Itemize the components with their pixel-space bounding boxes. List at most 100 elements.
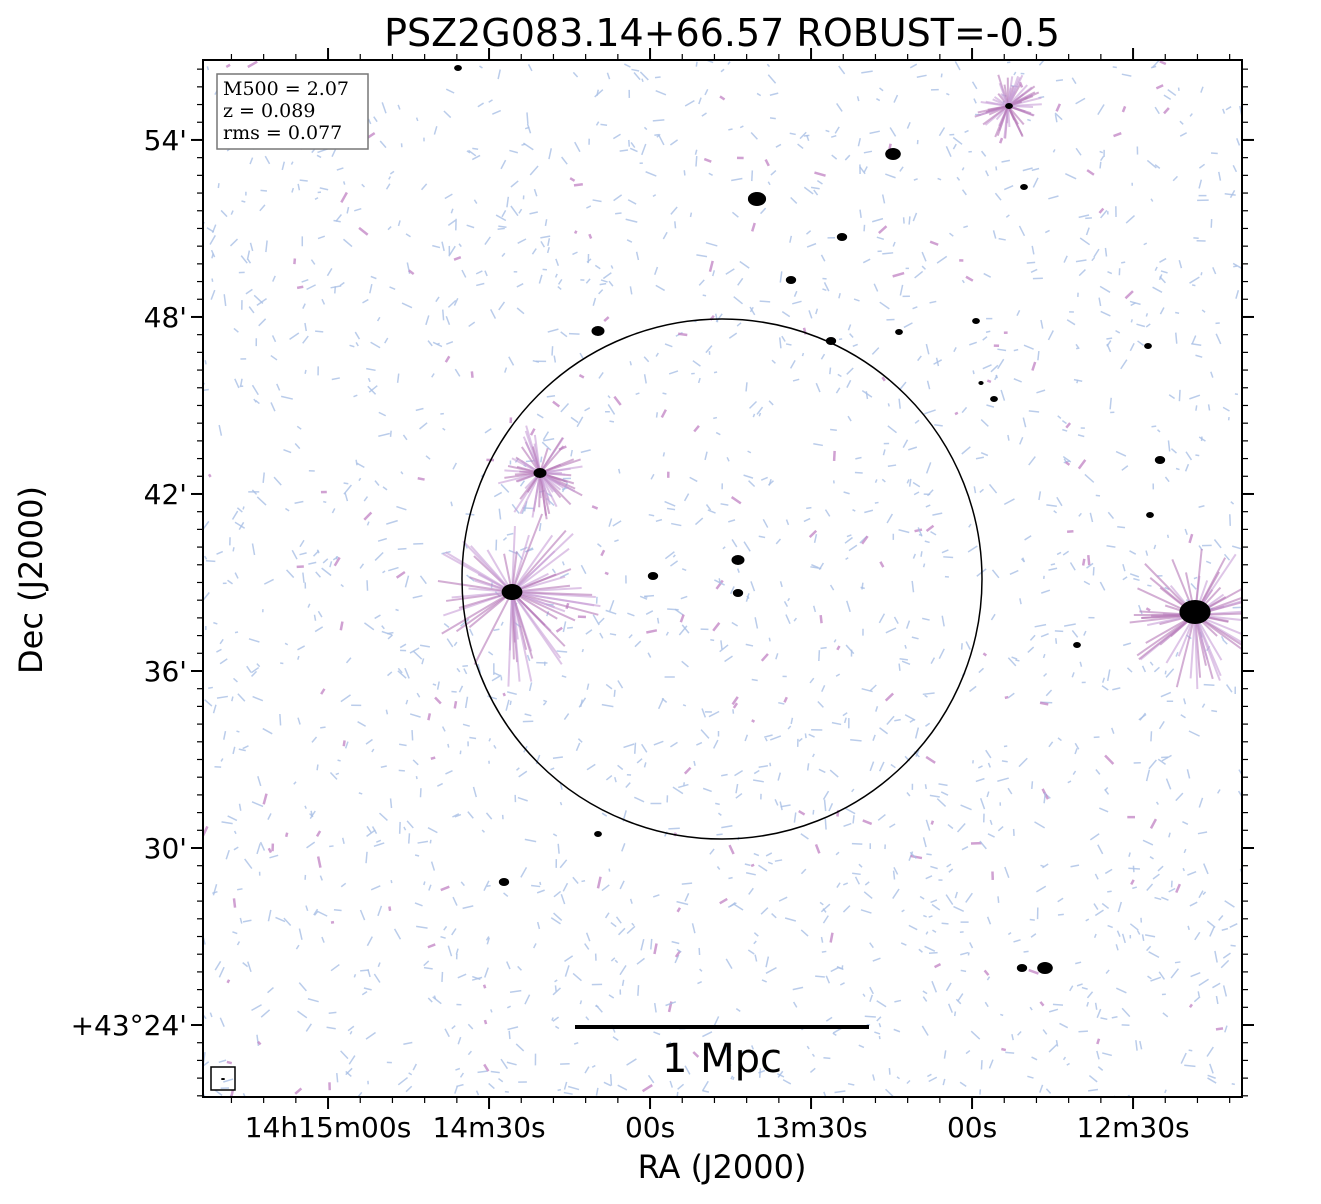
noise (946, 983, 951, 991)
noise (1130, 343, 1134, 351)
noise (924, 564, 925, 568)
noise (415, 855, 419, 856)
noise (1210, 927, 1214, 936)
noise (558, 844, 559, 854)
noise (572, 252, 577, 254)
noise (1145, 935, 1155, 937)
noise (580, 1000, 581, 1004)
source (978, 381, 983, 385)
noise (261, 842, 265, 850)
noise (922, 1026, 928, 1036)
noise (792, 301, 801, 303)
noise (390, 287, 396, 289)
noise (241, 256, 247, 264)
noise (814, 606, 816, 612)
noise (770, 736, 781, 740)
noise (1105, 248, 1106, 257)
noise (217, 696, 228, 698)
noise (835, 1091, 846, 1093)
noise (662, 410, 666, 418)
noise (703, 295, 706, 296)
noise (447, 639, 453, 647)
noise (981, 1060, 982, 1069)
noise (252, 543, 254, 555)
noise (581, 881, 585, 882)
noise (766, 968, 777, 974)
noise (592, 1066, 595, 1068)
noise (834, 451, 835, 461)
noise (491, 1072, 500, 1073)
noise (710, 640, 714, 641)
noise (776, 653, 778, 659)
noise (1112, 1017, 1118, 1018)
noise (585, 1067, 589, 1073)
noise (614, 540, 618, 541)
noise (1199, 798, 1202, 808)
noise (1199, 891, 1203, 898)
noise (235, 831, 236, 834)
noise (1123, 564, 1125, 571)
noise (559, 279, 562, 284)
noise (1195, 455, 1199, 456)
noise (1112, 688, 1120, 690)
noise (241, 201, 245, 202)
noise (872, 219, 883, 222)
noise (1144, 243, 1147, 244)
noise (1183, 868, 1184, 871)
noise (378, 317, 380, 321)
noise (1191, 973, 1201, 977)
noise (1041, 865, 1044, 866)
noise (507, 533, 513, 534)
noise (801, 930, 808, 936)
noise (1190, 902, 1197, 906)
noise (757, 93, 761, 95)
noise (569, 334, 580, 335)
noise (934, 425, 942, 426)
noise (346, 742, 348, 749)
noise (1215, 951, 1217, 963)
noise (212, 279, 213, 282)
y-tick-label: 30' (144, 832, 187, 865)
noise (754, 854, 759, 856)
noise (684, 170, 685, 175)
noise (1194, 577, 1197, 578)
noise (1057, 552, 1061, 554)
noise (285, 643, 288, 644)
noise (832, 155, 837, 159)
noise (1190, 114, 1192, 117)
noise (1067, 1063, 1070, 1065)
noise (206, 561, 215, 562)
noise (942, 550, 948, 553)
noise (528, 124, 531, 133)
noise (1095, 934, 1096, 938)
noise (489, 738, 490, 741)
noise (876, 99, 879, 101)
noise (1130, 924, 1138, 930)
noise (721, 640, 722, 649)
noise (780, 271, 781, 282)
noise (810, 1068, 815, 1072)
noise (899, 664, 900, 671)
noise (462, 270, 466, 277)
noise (543, 439, 554, 441)
noise (1147, 770, 1150, 781)
noise (454, 257, 461, 259)
noise (364, 988, 372, 990)
noise (644, 596, 647, 597)
noise (1046, 690, 1051, 696)
noise (498, 226, 506, 227)
noise (1031, 934, 1036, 938)
noise (1094, 249, 1099, 257)
noise (586, 206, 590, 208)
noise (1014, 379, 1022, 382)
noise (926, 854, 931, 855)
noise (794, 812, 795, 822)
beam (221, 1078, 225, 1080)
noise (1101, 156, 1104, 160)
noise (861, 587, 865, 588)
noise (485, 429, 491, 433)
noise (494, 492, 501, 496)
noise (607, 73, 609, 79)
noise (844, 492, 850, 494)
noise (1078, 435, 1084, 437)
